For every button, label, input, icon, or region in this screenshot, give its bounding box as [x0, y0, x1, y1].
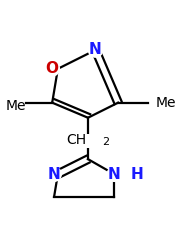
Text: 2: 2 [102, 137, 109, 147]
Text: H: H [130, 167, 143, 182]
Circle shape [88, 43, 103, 57]
Text: O: O [46, 61, 59, 76]
Text: N: N [89, 43, 102, 58]
Text: N: N [108, 167, 121, 182]
Text: Me: Me [5, 99, 26, 113]
Circle shape [47, 167, 61, 181]
Text: Me: Me [156, 96, 176, 110]
Circle shape [107, 167, 121, 181]
Text: N: N [48, 167, 61, 182]
FancyBboxPatch shape [53, 134, 112, 148]
Circle shape [45, 62, 59, 76]
Text: CH: CH [67, 133, 87, 147]
